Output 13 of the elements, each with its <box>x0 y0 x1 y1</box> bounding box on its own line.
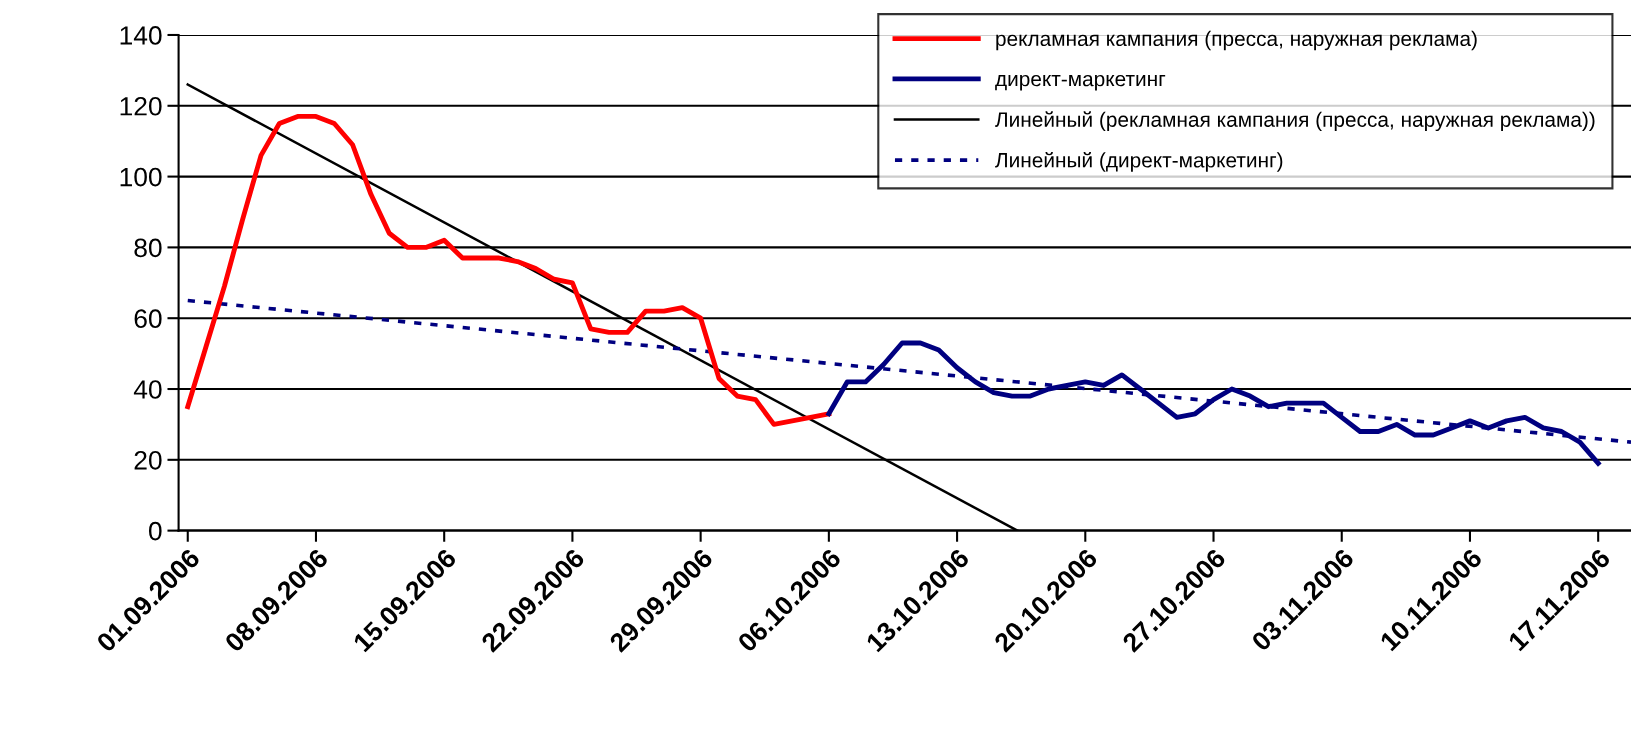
y-tick-label: 100 <box>120 167 162 187</box>
legend-label: Линейный (рекламная кампания (пресса, наружная реклама)) <box>995 111 1595 132</box>
legend-label: директ-маркетинг <box>995 74 1166 91</box>
y-tick-label: 80 <box>134 238 162 258</box>
y-tick-label: 0 <box>148 521 162 541</box>
y-tick-label: 120 <box>120 96 162 116</box>
y-tick-label: 40 <box>133 380 162 399</box>
y-tick-label: 20 <box>134 450 162 470</box>
line-series <box>185 113 832 427</box>
y-tick-label: 140 <box>120 26 162 45</box>
legend-label: Линейный (директ-маркетинг) <box>995 151 1283 172</box>
legend-label: рекламная кампания (пресса, наружная реклама) <box>996 30 1477 51</box>
y-tick-label: 60 <box>134 309 162 329</box>
